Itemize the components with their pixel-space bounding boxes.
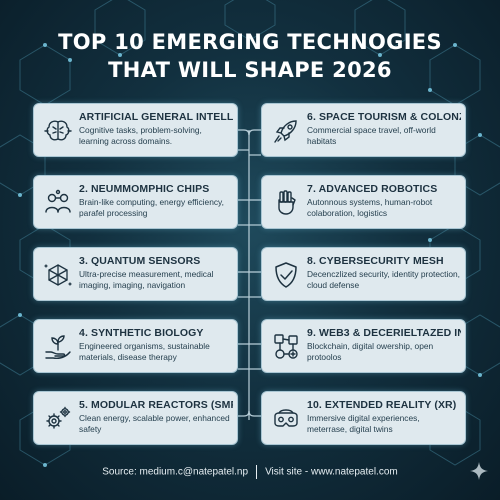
- card-4-description: Engineered organisms, sustainable materi…: [79, 341, 210, 362]
- tech-card-10: 10. EXTENDED REALITY (XR) Immersive digi…: [261, 391, 466, 445]
- tech-card-7: 7. ADVANCED ROBOTICS Autonnous systems, …: [261, 175, 466, 229]
- shield-check-icon: [275, 262, 297, 288]
- card-3-description: Ultra-precise measurement, medical imagi…: [79, 269, 214, 290]
- tech-card-3: 3. QUANTUM SENSORS Ultra-precise measure…: [33, 247, 238, 301]
- tech-card-6: 6. SPACE TOURISM & COLONZATION Commercia…: [261, 103, 466, 157]
- quantum-cube-icon: [44, 264, 72, 286]
- title-line-1: TOP 10 EMERGING TECHNOGIES: [58, 30, 442, 54]
- tech-card-8: 8. CYBERSECURITY MESH Decenczlized secur…: [261, 247, 466, 301]
- footer-source: Source: medium.c@natepatel.np: [102, 466, 249, 478]
- footer-divider: [256, 465, 258, 479]
- card-5-description: Clean energy, scalable power, enhanced s…: [79, 413, 230, 434]
- tech-card-1: ARTIFICIAL GENERAL INTELLIGENCE (AGI) Co…: [33, 103, 238, 157]
- plant-hand-icon: [45, 335, 71, 360]
- footer-visit-link[interactable]: Visit site - www.natepatel.com: [265, 466, 398, 478]
- card-1-heading: ARTIFICIAL GENERAL INTELLIGENCE (AGI): [79, 111, 233, 123]
- card-9-description: Blockchain, digital owership, open proto…: [307, 341, 434, 362]
- card-10-description: Immersive digital experiences, meterrase…: [307, 413, 420, 434]
- card-2-heading: 2. NEUMMOMPHIC CHIPS: [79, 183, 210, 195]
- tech-card-9: 9. WEB3 & DECERIELTAZED INTERNET Blockch…: [261, 319, 466, 373]
- robot-hand-icon: [278, 190, 296, 215]
- page-title: TOP 10 EMERGING TECHNOGIES THAT WILL SHA…: [0, 28, 500, 84]
- card-6-description: Commercial space travel, off-world habit…: [307, 125, 436, 146]
- people-network-icon: [45, 189, 71, 213]
- vr-headset-icon: [274, 409, 298, 427]
- card-8-heading: 8. CYBERSECURITY MESH: [307, 255, 444, 267]
- tech-card-4: 4. SYNTHETIC BIOLOGY Engineered organism…: [33, 319, 238, 373]
- gears-icon: [46, 406, 71, 429]
- rocket-icon: [274, 120, 297, 143]
- card-8-description: Decenczlized security, identity protecti…: [307, 269, 460, 290]
- card-9-heading: 9. WEB3 & DECERIELTAZED INTERNET: [307, 327, 461, 339]
- card-2-description: Brain-like computing, energy efficiency,…: [79, 197, 224, 218]
- tech-card-5: 5. MODULAR REACTORS (SMRs) Clean energy,…: [33, 391, 238, 445]
- title-line-2: THAT WILL SHAPE 2026: [108, 58, 392, 82]
- footer: Source: medium.c@natepatel.np Visit site …: [0, 465, 500, 479]
- card-5-heading: 5. MODULAR REACTORS (SMRs): [79, 399, 233, 411]
- sparkle-icon: [470, 462, 488, 480]
- card-1-description: Cognitive tasks, problem-solving, learni…: [79, 125, 202, 146]
- brain-icon: [44, 120, 72, 141]
- card-4-heading: 4. SYNTHETIC BIOLOGY: [79, 327, 204, 339]
- card-7-heading: 7. ADVANCED ROBOTICS: [307, 183, 438, 195]
- card-3-heading: 3. QUANTUM SENSORS: [79, 255, 201, 267]
- card-7-description: Autonnous systems, human-robot colaborat…: [307, 197, 433, 218]
- card-10-heading: 10. EXTENDED REALITY (XR): [307, 399, 457, 411]
- card-6-heading: 6. SPACE TOURISM & COLONZATION: [307, 111, 461, 123]
- tech-card-2: 2. NEUMMOMPHIC CHIPS Brain-like computin…: [33, 175, 238, 229]
- blockchain-nodes-icon: [274, 334, 298, 359]
